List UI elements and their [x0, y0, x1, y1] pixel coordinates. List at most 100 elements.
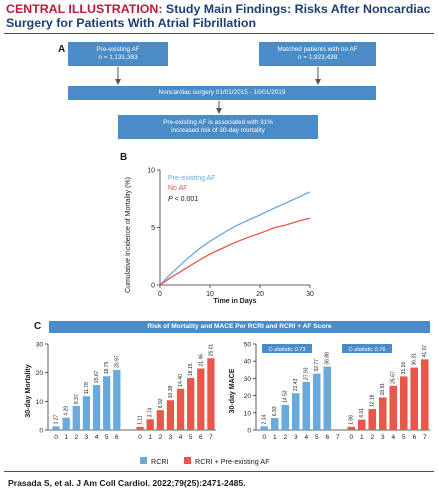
mortality-x-tick-label: 6	[199, 434, 203, 441]
flow-box-no-af: Matched patients with no AF n = 1,923,43…	[259, 42, 376, 66]
panel-c-banner: Risk of Mortality and MACE Per RCRI and …	[49, 321, 430, 333]
mace-bar-rcri-af	[347, 427, 355, 430]
mortality-data-label: 6.92	[158, 398, 164, 408]
legend-rcri-swatch	[140, 457, 147, 464]
mace-x-tick-label: 3	[294, 434, 298, 441]
km-x-axis-label: Time in Days	[213, 298, 256, 305]
panel-c-letter: C	[34, 321, 41, 332]
mace-x-tick-label: 6	[325, 434, 329, 441]
mortality-data-label: 21.46	[198, 354, 204, 367]
mortality-data-label: 1.27	[54, 414, 60, 424]
mortality-x-tick-label: 3	[169, 434, 173, 441]
km-y-axis-label: Cumulative Incidence of Mortality (%)	[125, 177, 132, 293]
mortality-data-label: 25.01	[208, 344, 214, 357]
mace-data-label: 27.93	[304, 367, 310, 380]
mace-x-tick-label: 0	[262, 434, 266, 441]
mortality-y-tick-label: 30	[36, 342, 44, 349]
flow-box-pre-existing-af: Pre-existing AF n = 1,131,383	[68, 42, 168, 66]
km-line-no-af	[160, 218, 310, 285]
mortality-chart: 30-day Mortality 0102030 01.2714.2928.37…	[20, 336, 220, 454]
panel-c-legend: RCRI RCRI + Pre-existing AF	[140, 454, 320, 468]
flow-box-af-label: Pre-existing AF	[96, 46, 139, 54]
mortality-bar-rcri-af	[197, 368, 204, 430]
mortality-x-tick-label: 5	[105, 434, 109, 441]
mace-y-tick-label: 50	[244, 342, 252, 349]
mortality-bar-rcri	[73, 406, 80, 430]
mortality-bar-rcri-af	[167, 400, 174, 430]
km-y-tick-label: 5	[151, 225, 155, 232]
flow-box-result: Pre-existing AF is associated with 31% i…	[118, 115, 318, 139]
mace-x-tick-label: 5	[402, 434, 406, 441]
mace-data-label: 25.67	[391, 371, 397, 384]
mace-bar-rcri	[323, 367, 331, 430]
flow-box-af-count: n = 1,131,383	[98, 54, 137, 62]
km-x-tick-label: 0	[158, 291, 162, 298]
km-pvalue-rest: < 0.001	[173, 196, 199, 203]
mortality-data-label: 10.38	[168, 386, 174, 399]
mortality-bar-rcri-af	[187, 378, 194, 430]
mortality-y-tick-label: 20	[36, 370, 44, 377]
mace-bar-rcri-af	[410, 368, 418, 430]
mace-x-tick-label: 7	[336, 434, 340, 441]
km-legend-af: Pre-existing AF	[168, 175, 215, 182]
flow-box-noaf-count: n = 1,923,438	[298, 54, 337, 62]
mace-data-label: 2.14	[262, 414, 268, 424]
flow-box-surgery: Noncardiac surgery 01/01/2015 - 10/01/20…	[68, 86, 376, 100]
mace-bar-rcri	[313, 374, 321, 430]
mace-data-label: 18.91	[380, 383, 386, 396]
mace-bar-rcri	[281, 405, 289, 430]
mace-bar-rcri-af	[368, 409, 376, 430]
flow-box-noaf-label: Matched patients with no AF	[277, 46, 357, 54]
mortality-data-label: 4.29	[64, 406, 70, 416]
mortality-y-axis-label: 30-day Mortality	[25, 364, 32, 417]
mace-bar-rcri	[292, 393, 300, 430]
mortality-bar-rcri-af	[136, 427, 143, 430]
mace-bars: 0 2.14 1 6.93 2 14.53 3 21.43 4 27.93 5 32.77 6 36.88…	[260, 345, 428, 441]
flow-box-result-line-2: increased risk of 30-day mortality	[171, 127, 265, 135]
mace-x-tick-label: 1	[273, 434, 277, 441]
mace-data-label: 6.01	[359, 408, 365, 418]
mace-x-tick-label: 5	[315, 434, 319, 441]
mace-data-label: 12.18	[370, 394, 376, 407]
mace-x-tick-label: 2	[283, 434, 287, 441]
mace-bar-rcri	[260, 426, 268, 430]
mortality-data-label: 11.78	[84, 382, 90, 394]
mace-data-label: 21.43	[293, 378, 299, 391]
flow-box-result-line-1: Pre-existing AF is associated with 31%	[163, 119, 273, 127]
mortality-x-tick-label: 0	[54, 434, 58, 441]
mace-x-tick-label: 4	[304, 434, 308, 441]
legend-rcri-af-label: RCRI + Pre-existing AF	[195, 457, 270, 466]
mortality-data-label: 18.75	[104, 362, 110, 375]
mace-data-label: 6.93	[272, 406, 278, 416]
mace-x-tick-label: 3	[381, 434, 385, 441]
mace-bar-rcri-af	[400, 376, 408, 430]
mortality-bar-rcri-af	[207, 358, 214, 430]
cstat-rcri-label: C-statistic 0.73	[269, 347, 306, 353]
citation: Prasada S, et al. J Am Coll Cardiol. 202…	[8, 478, 246, 488]
mace-y-tick-label: 20	[244, 393, 252, 400]
mortality-data-label: 18.15	[188, 363, 194, 376]
km-chart: Cumulative Incidence of Mortality (%) Ti…	[120, 160, 330, 310]
mace-data-label: 14.53	[283, 390, 289, 403]
mace-bar-rcri-af	[358, 420, 366, 430]
mace-y-tick-label: 0	[247, 428, 251, 435]
mortality-x-tick-label: 3	[85, 434, 89, 441]
mace-y-tick-label: 30	[244, 376, 252, 383]
mace-data-label: 1.88	[349, 415, 355, 425]
mortality-x-tick-label: 2	[75, 434, 79, 441]
km-y-tick-label: 0	[151, 283, 155, 290]
mace-bar-rcri	[302, 382, 310, 430]
mortality-data-label: 15.67	[94, 370, 100, 383]
mace-y-tick-label: 10	[244, 410, 252, 417]
km-pvalue: P < 0.001	[168, 196, 198, 203]
mortality-x-tick-label: 1	[64, 434, 68, 441]
mortality-bar-rcri	[83, 396, 90, 430]
mace-x-tick-label: 4	[391, 434, 395, 441]
mace-x-tick-label: 1	[360, 434, 364, 441]
mortality-y-tick-label: 10	[36, 399, 44, 406]
km-y-tick-label: 10	[147, 168, 155, 175]
mortality-bar-rcri	[103, 376, 110, 430]
mace-x-tick-label: 6	[412, 434, 416, 441]
km-x-tick-label: 20	[256, 291, 264, 298]
mortality-data-label: 20.97	[114, 355, 120, 368]
